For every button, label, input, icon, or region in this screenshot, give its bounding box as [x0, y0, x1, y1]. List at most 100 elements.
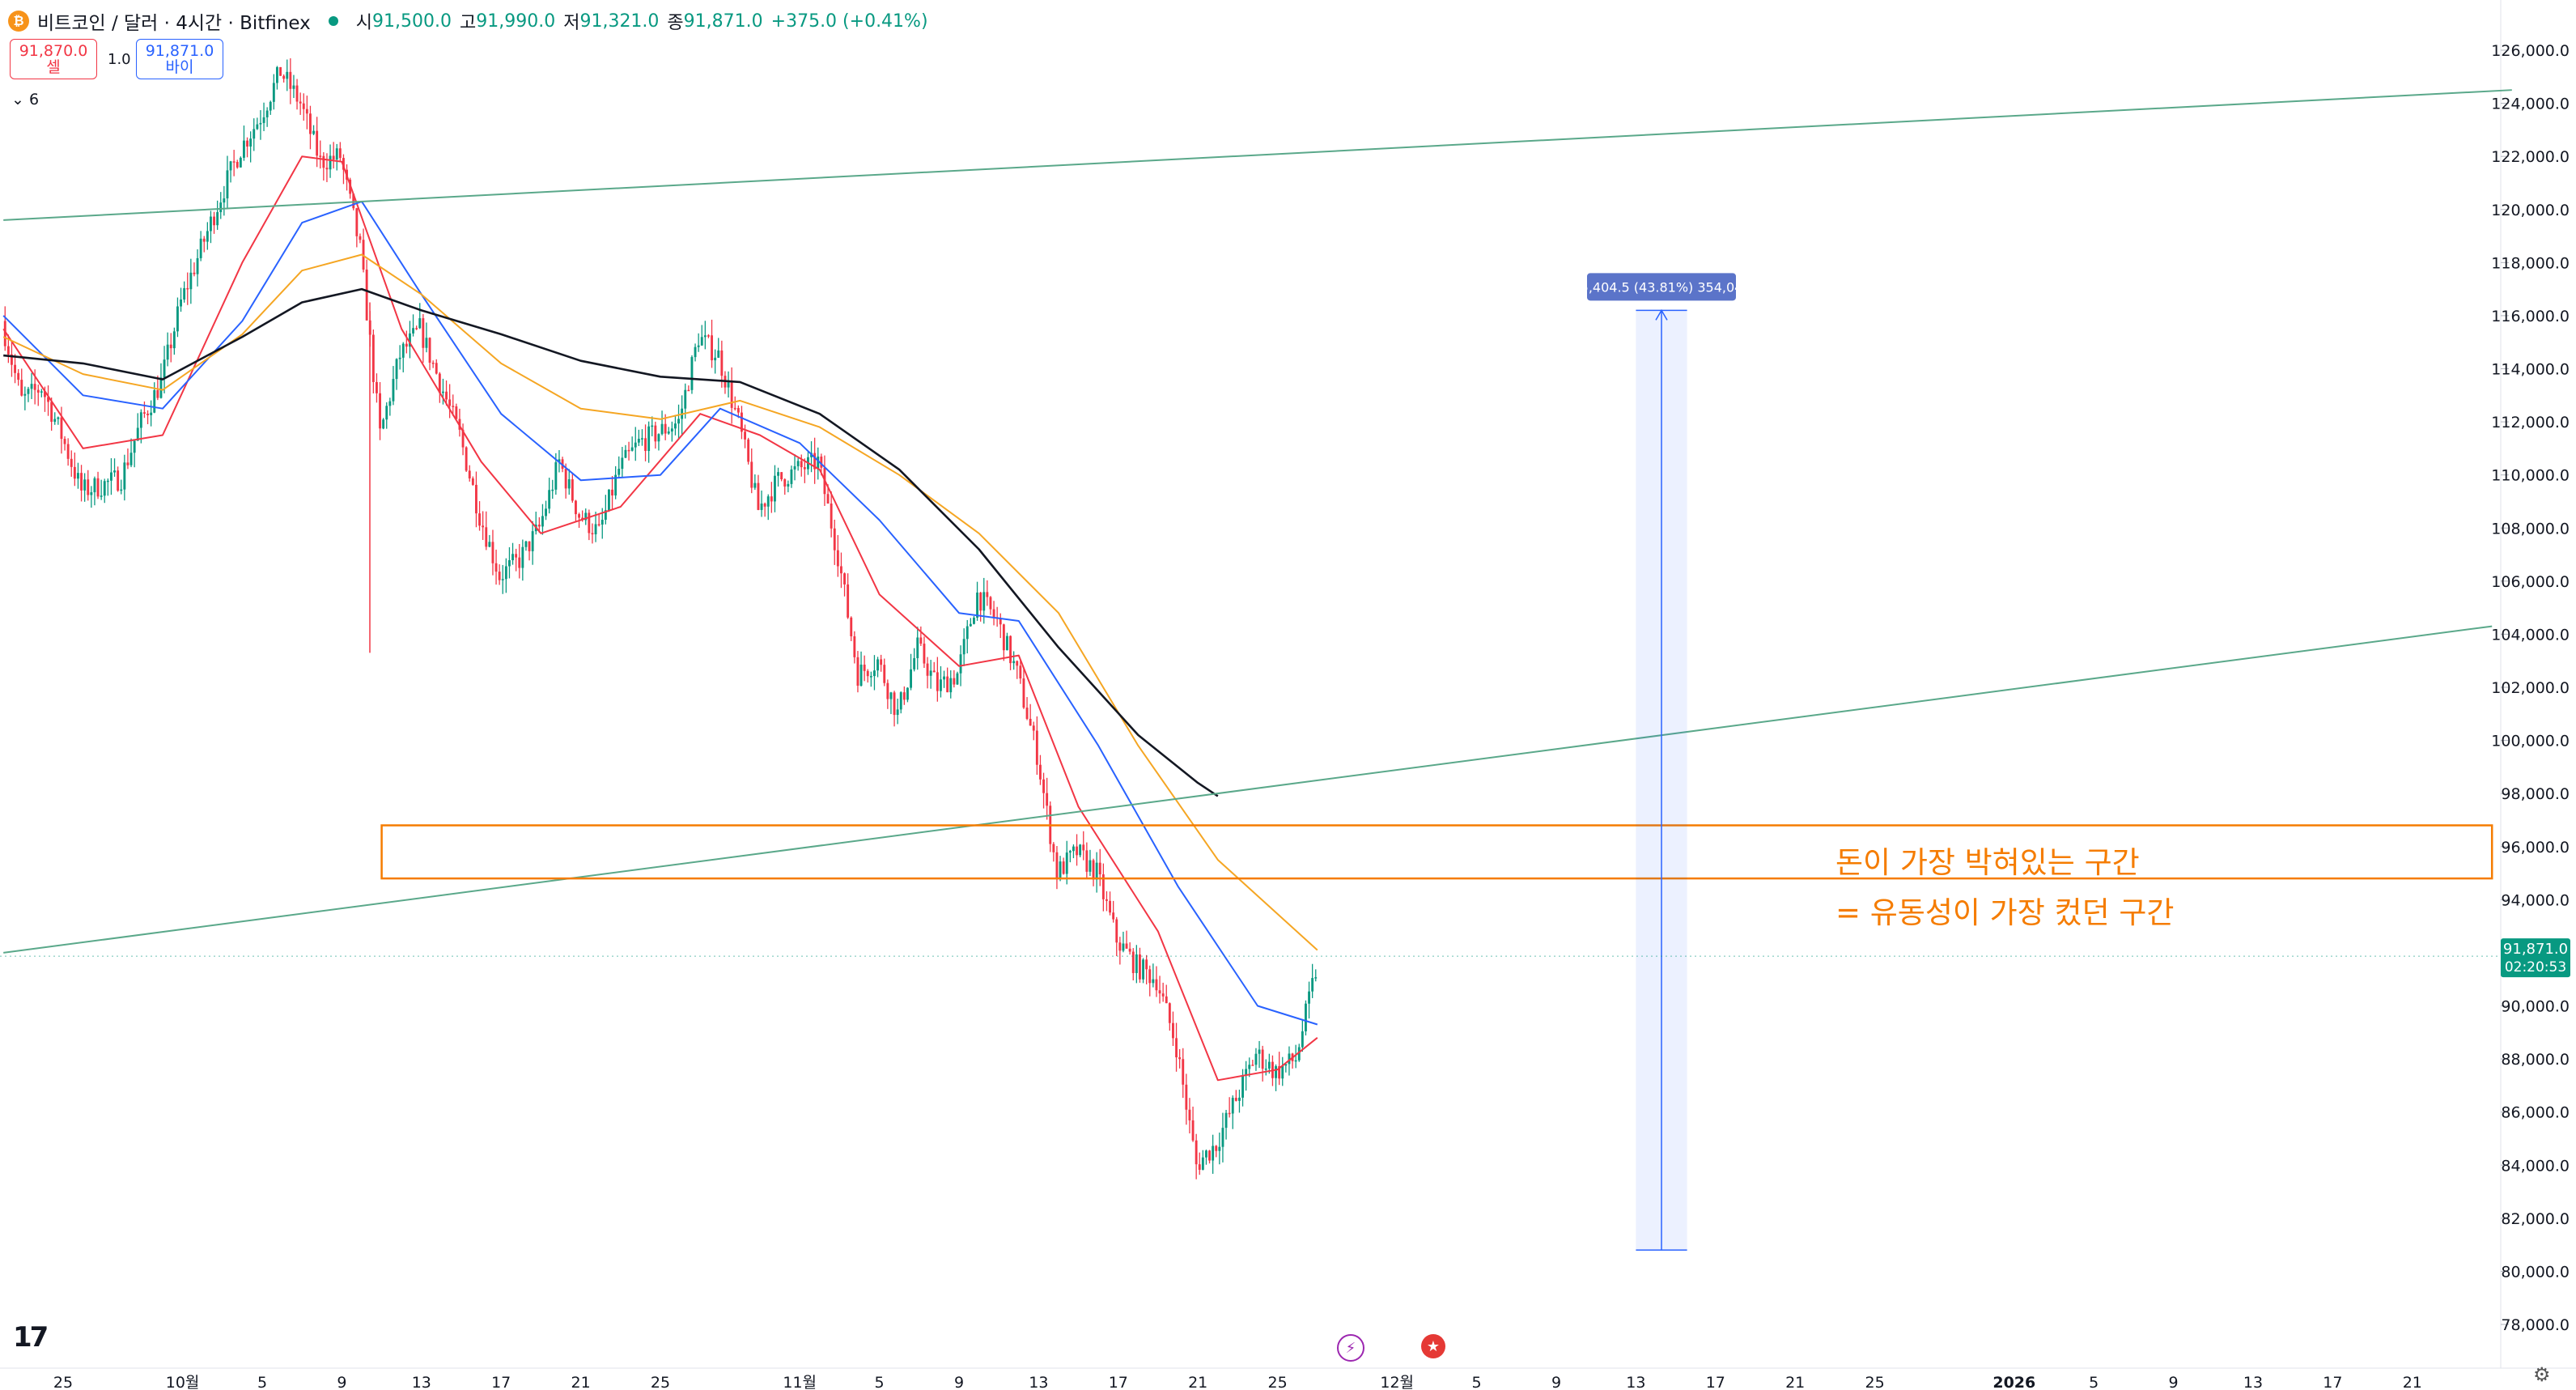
price-tick-label: 96,000.0	[2501, 839, 2570, 857]
candle-body	[448, 399, 452, 406]
candle-body	[87, 479, 90, 495]
measure-arrowhead	[1655, 308, 1668, 321]
time-tick-label: 21	[1785, 1374, 1805, 1390]
candle-body	[1275, 1065, 1277, 1078]
candle-body	[545, 508, 547, 516]
candle-body	[1238, 1097, 1241, 1101]
time-tick-label: 13	[1626, 1374, 1645, 1390]
candle-body	[1215, 1146, 1218, 1151]
candle-body	[657, 434, 660, 442]
candle-body	[1006, 635, 1008, 651]
candle-body	[471, 478, 474, 485]
candle-body	[352, 193, 355, 209]
candle-body	[817, 456, 820, 470]
candle-body	[1212, 1146, 1215, 1161]
candle-body	[1082, 844, 1085, 851]
candle-body	[96, 478, 100, 497]
candle-body	[376, 381, 378, 393]
candle-body	[1032, 725, 1035, 731]
candle-body	[869, 676, 872, 678]
candle-body	[986, 592, 989, 597]
time-axis[interactable]: 25 10월 5 9 13 17 21 25 11월 5 9 13 17 21 25 12월 5 9 13 17 21 2…	[0, 1367, 2576, 1390]
price-tick-label: 124,000.0	[2491, 96, 2570, 113]
candle-body	[163, 359, 166, 378]
candle-body	[1284, 1064, 1288, 1066]
candle-body	[73, 466, 76, 479]
candle-body	[143, 412, 146, 414]
lightning-event-icon[interactable]: ⚡	[1337, 1334, 1364, 1362]
candle-body	[335, 148, 338, 160]
candle-body	[44, 391, 46, 397]
candle-body	[40, 391, 43, 393]
candle-body	[498, 572, 501, 580]
candle-body	[667, 431, 670, 434]
candle-body	[896, 709, 899, 716]
high-label: 고	[459, 13, 477, 33]
candle-body	[11, 354, 13, 365]
candle-body	[1168, 1003, 1171, 1023]
drawings[interactable]: 돈이 가장 박혀있는 구간 = 유동성이 가장 컸던 구간 35,404.5 (43…	[0, 89, 2570, 1251]
candle-body	[210, 216, 212, 232]
gear-icon[interactable]: ⚙	[2533, 1363, 2551, 1386]
price-tick-label: 122,000.0	[2491, 148, 2570, 166]
candle-body	[1175, 1038, 1178, 1058]
candle-body	[660, 423, 664, 435]
time-tick-label: 10월	[166, 1374, 200, 1390]
candle-body	[485, 527, 488, 547]
candle-body	[1267, 1061, 1271, 1069]
candle-body	[232, 161, 236, 163]
buy-button[interactable]: 91,871.0 바이	[136, 39, 223, 79]
candle-body	[53, 419, 57, 422]
candle-body	[1205, 1150, 1207, 1158]
candle-body	[1065, 852, 1068, 874]
candle-body	[627, 449, 630, 452]
candle-body	[405, 343, 408, 347]
candle-body	[461, 429, 465, 448]
candle-body	[617, 469, 621, 475]
candle-body	[515, 554, 518, 558]
candle-body	[1254, 1053, 1258, 1065]
candle-body	[398, 357, 401, 359]
sell-button[interactable]: 91,870.0 셀	[10, 39, 97, 79]
price-tick-label: 98,000.0	[2501, 785, 2570, 803]
candle-body	[475, 484, 477, 514]
price-tick-label: 100,000.0	[2491, 733, 2570, 750]
candle-body	[305, 108, 308, 114]
candle-body	[246, 140, 248, 147]
candle-body	[159, 377, 163, 398]
close-label: 종	[667, 13, 684, 33]
candle-body	[1152, 979, 1155, 984]
candle-body	[936, 672, 939, 691]
candle-body	[528, 541, 531, 551]
candle-body	[80, 473, 83, 491]
price-axis[interactable]: 78,000.0 80,000.0 82,000.0 84,000.0 86,000.0…	[2491, 0, 2570, 1368]
candle-body	[355, 208, 359, 236]
price-tick-label: 126,000.0	[2491, 42, 2570, 60]
us-flag-event-icon[interactable]: ★	[1421, 1334, 1445, 1358]
candle-body	[976, 592, 978, 618]
indicators-toggle[interactable]: ⌄ 6	[11, 91, 39, 108]
candle-body	[744, 431, 746, 440]
candle-body	[1311, 978, 1314, 992]
candle-body	[1155, 979, 1158, 991]
symbol-title[interactable]: 비트코인 / 달러 · 4시간 · Bitfinex	[37, 13, 311, 34]
candle-body	[1195, 1140, 1198, 1165]
candle-body	[442, 391, 444, 393]
candle-body	[508, 560, 511, 567]
candle-body	[193, 272, 196, 274]
candle-body	[780, 472, 783, 480]
candle-body	[1297, 1047, 1301, 1061]
candle-body	[1128, 948, 1131, 952]
candle-body	[601, 520, 604, 525]
candle-body	[180, 299, 182, 307]
candle-body	[219, 202, 223, 213]
tradingview-logo-icon[interactable]: 17	[13, 1321, 49, 1354]
candle-body	[1248, 1065, 1251, 1069]
candle-body	[1125, 943, 1128, 949]
candle-body	[1191, 1120, 1195, 1141]
candle-body	[790, 469, 793, 484]
candle-body	[965, 626, 969, 640]
quantity-value[interactable]: 1.0	[108, 51, 131, 68]
